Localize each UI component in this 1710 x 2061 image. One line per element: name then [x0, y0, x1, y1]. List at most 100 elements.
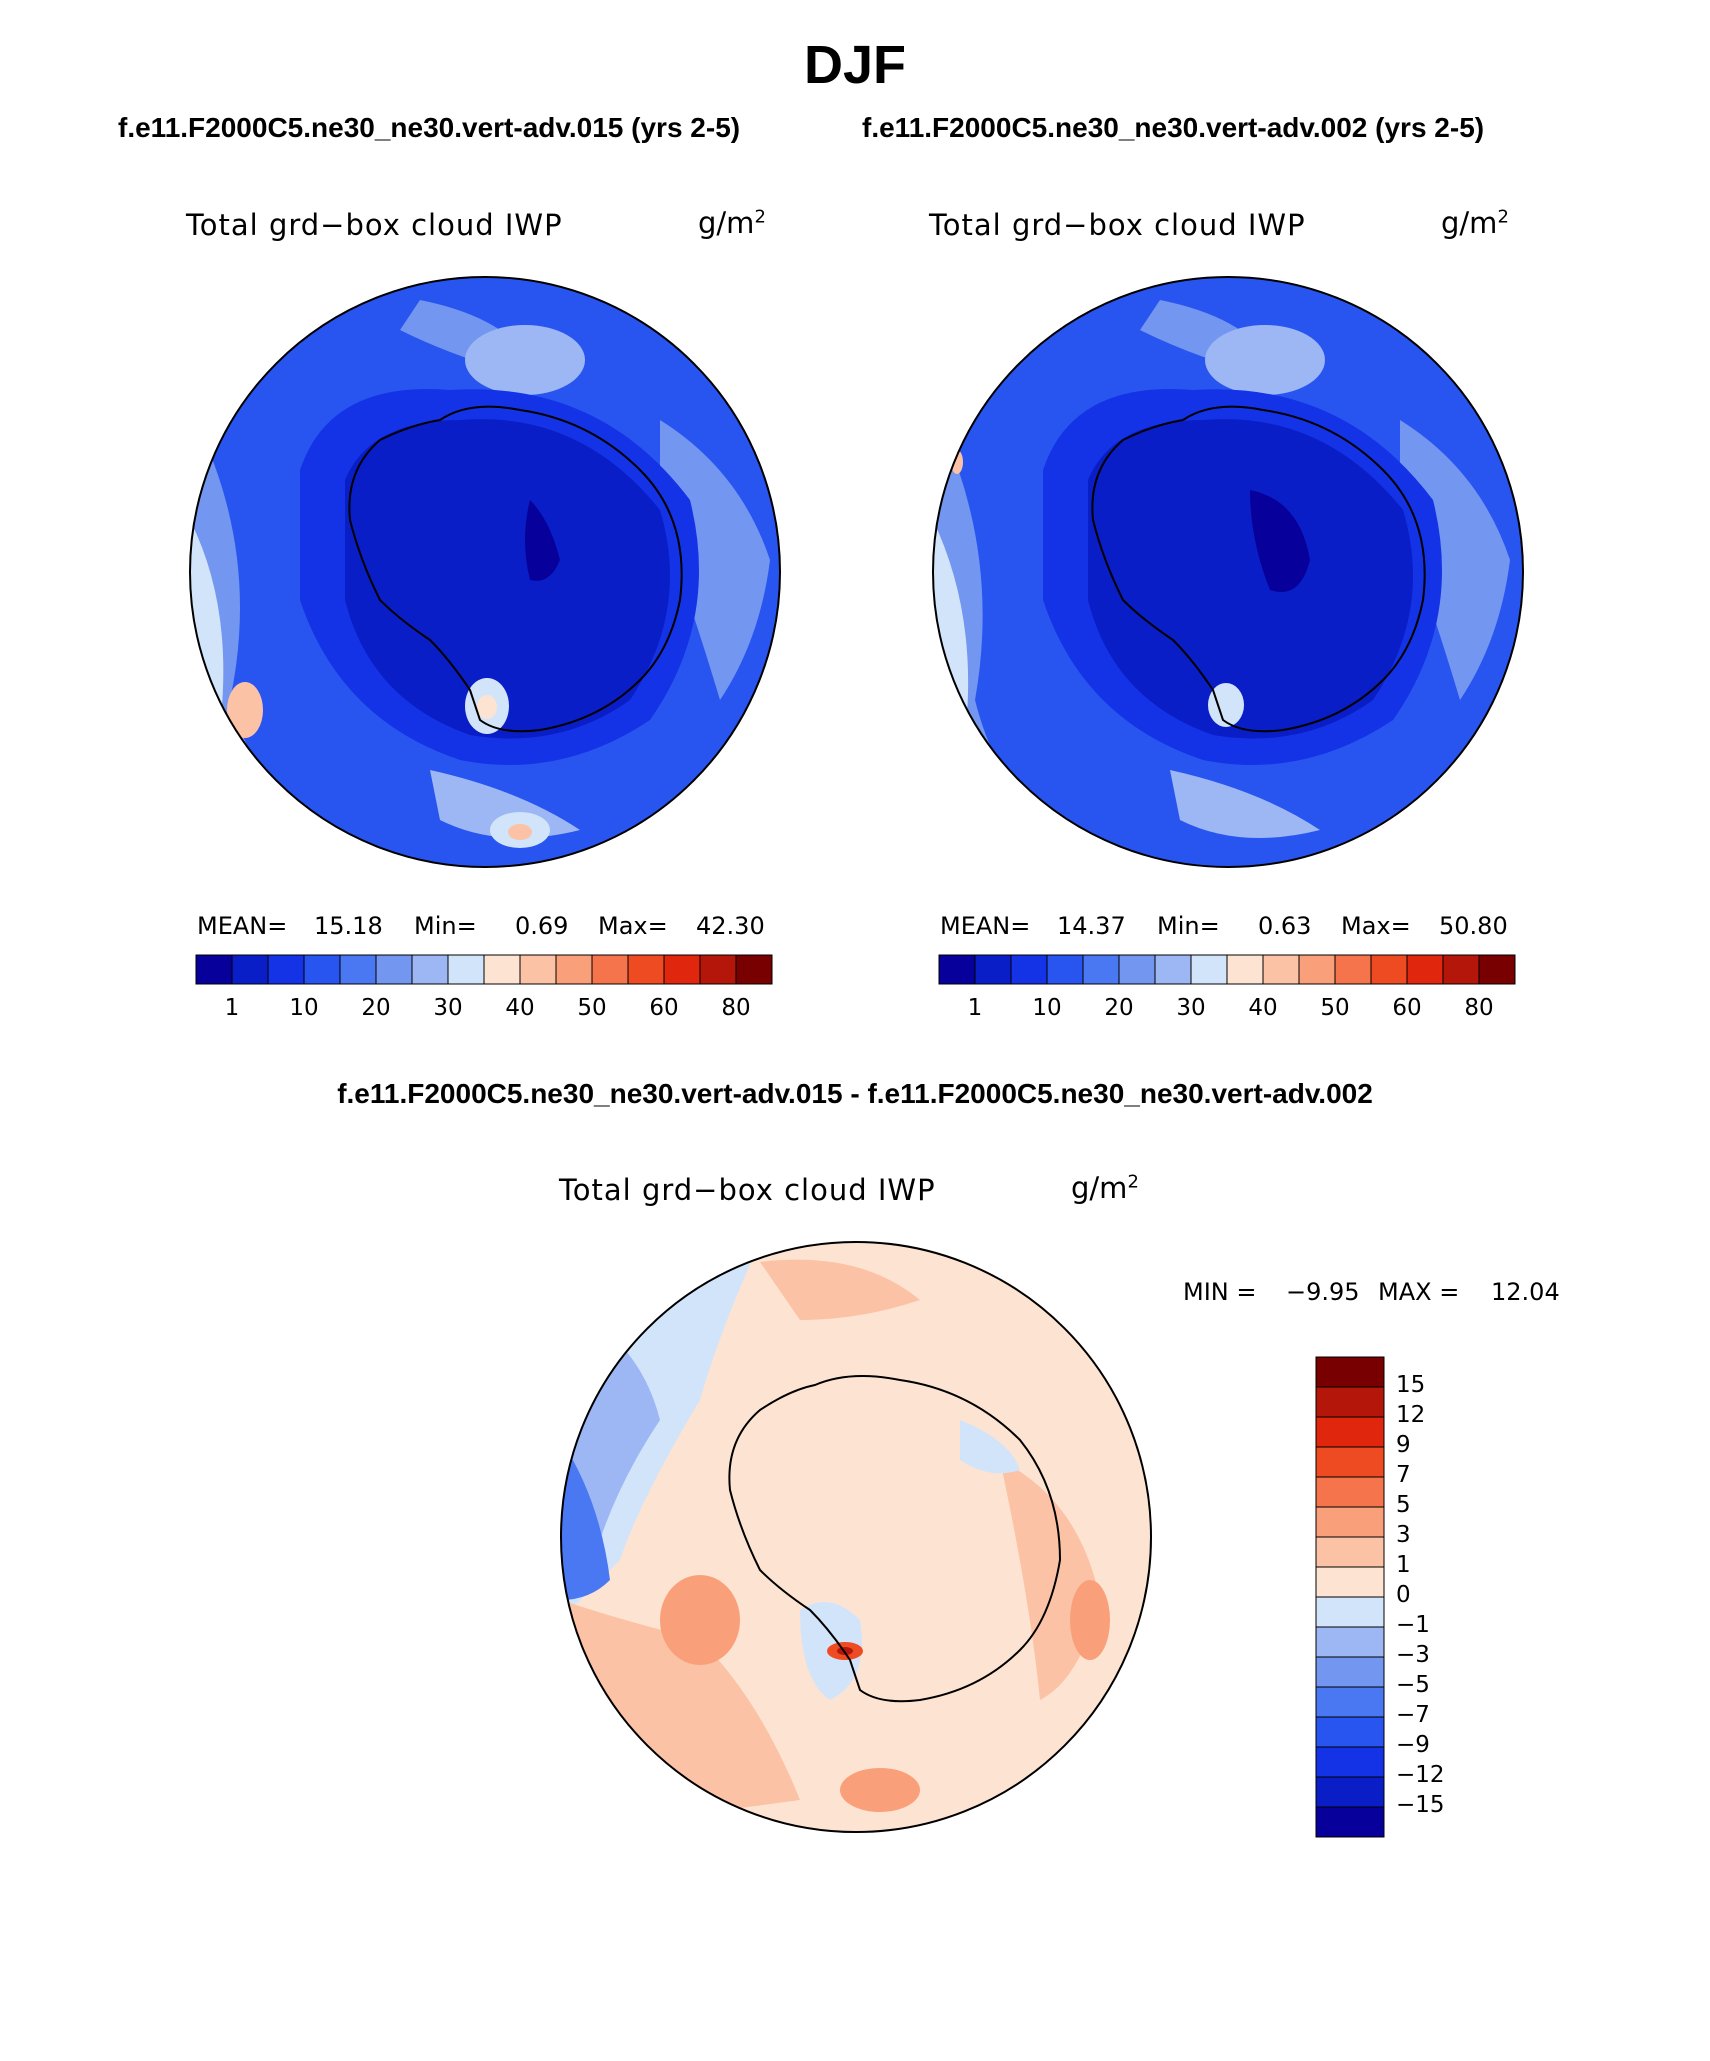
right-max-value: 50.80 [1439, 912, 1508, 940]
left-tick: 40 [505, 995, 535, 1021]
diff-warm-spot-1 [660, 1575, 740, 1665]
right-tick: 10 [1032, 995, 1062, 1021]
colorbar-swatch [1315, 1536, 1385, 1568]
colorbar-swatch [1118, 954, 1156, 985]
colorbar-swatch [339, 954, 377, 985]
left-variable-label: Total grd−box cloud IWP [186, 208, 563, 242]
colorbar-swatch [1315, 1566, 1385, 1598]
colorbar-swatch [1315, 1626, 1385, 1658]
right-colorbar [938, 954, 1516, 985]
right-tick: 50 [1320, 995, 1350, 1021]
right-tick: 20 [1104, 995, 1134, 1021]
colorbar-swatch [699, 954, 737, 985]
left-tick: 20 [361, 995, 391, 1021]
colorbar-swatch [1046, 954, 1084, 985]
diff-cool-region-3 [561, 1440, 610, 1600]
right-outer-band-4 [1205, 325, 1325, 395]
colorbar-swatch [555, 954, 593, 985]
left-units: g/m2 [698, 206, 766, 240]
right-outer-band-6 [1170, 770, 1320, 838]
right-outer-band-5 [1400, 420, 1510, 700]
left-outer-band-5 [660, 420, 770, 700]
colorbar-swatch [1315, 1446, 1385, 1478]
colorbar-swatch [1315, 1596, 1385, 1628]
left-min-label: Min= [414, 912, 477, 940]
right-tick: 40 [1248, 995, 1278, 1021]
left-tick: 80 [721, 995, 751, 1021]
left-mean-label: MEAN= [197, 912, 288, 940]
colorbar-swatch [231, 954, 269, 985]
right-mean-label: MEAN= [940, 912, 1031, 940]
diff-tick: 15 [1396, 1372, 1426, 1398]
colorbar-swatch [1442, 954, 1480, 985]
left-warm-spot-1 [227, 682, 263, 738]
diff-tick: −15 [1396, 1792, 1445, 1818]
colorbar-swatch [1298, 954, 1336, 985]
diff-tick: −9 [1396, 1732, 1430, 1758]
diff-min-label: MIN = [1183, 1278, 1257, 1306]
diff-tick: 3 [1396, 1522, 1411, 1548]
left-plateau-minimum [525, 500, 560, 581]
colorbar-swatch [1478, 954, 1516, 985]
diff-variable-label: Total grd−box cloud IWP [559, 1173, 936, 1207]
left-tick: 50 [577, 995, 607, 1021]
colorbar-swatch [519, 954, 557, 985]
right-tick: 30 [1176, 995, 1206, 1021]
right-mean-value: 14.37 [1057, 912, 1126, 940]
right-min-label: Min= [1157, 912, 1220, 940]
right-tick: 1 [967, 995, 983, 1021]
diff-warm-spot-3 [1070, 1580, 1110, 1660]
colorbar-swatch [1315, 1386, 1385, 1418]
colorbar-swatch [375, 954, 413, 985]
colorbar-swatch [411, 954, 449, 985]
right-case-title: f.e11.F2000C5.ne30_ne30.vert-adv.002 (yr… [862, 112, 1485, 143]
colorbar-swatch [1315, 1506, 1385, 1538]
diff-colorbar [1315, 1356, 1385, 1838]
right-ross-sea-spot [1208, 683, 1244, 727]
diff-tick: −3 [1396, 1642, 1430, 1668]
diff-warm-region-3 [760, 1259, 920, 1320]
colorbar-swatch [483, 954, 521, 985]
colorbar-swatch [1315, 1416, 1385, 1448]
diff-max-value: 12.04 [1491, 1278, 1560, 1306]
left-mean-value: 15.18 [314, 912, 383, 940]
colorbar-swatch [1082, 954, 1120, 985]
colorbar-swatch [1315, 1356, 1385, 1388]
diff-tick: 0 [1396, 1582, 1411, 1608]
colorbar-swatch [267, 954, 305, 985]
right-max-label: Max= [1341, 912, 1411, 940]
right-variable-label: Total grd−box cloud IWP [929, 208, 1306, 242]
right-antarctica-coastline [1091, 405, 1426, 733]
season-title: DJF [803, 35, 906, 95]
diff-tick: 9 [1396, 1432, 1411, 1458]
colorbar-swatch [938, 954, 976, 985]
diff-map-border [560, 1241, 1152, 1833]
diff-tick: −12 [1396, 1762, 1445, 1788]
diff-antarctica-coastline [728, 1375, 1062, 1703]
diff-min-value: −9.95 [1286, 1278, 1360, 1306]
colorbar-swatch [1154, 954, 1192, 985]
left-antarctica-coastline [348, 405, 683, 733]
colorbar-swatch [974, 954, 1012, 985]
left-tick: 60 [649, 995, 679, 1021]
left-tick: 10 [289, 995, 319, 1021]
diff-tick: 7 [1396, 1462, 1411, 1488]
colorbar-swatch [303, 954, 341, 985]
colorbar-swatch [1315, 1686, 1385, 1718]
left-tick: 30 [433, 995, 463, 1021]
diff-cool-region-5 [960, 1420, 1020, 1474]
left-min-value: 0.69 [515, 912, 569, 940]
colorbar-swatch [1262, 954, 1300, 985]
left-tick: 1 [224, 995, 240, 1021]
colorbar-swatch [1010, 954, 1048, 985]
colorbar-swatch [1226, 954, 1264, 985]
diff-tick: −5 [1396, 1672, 1430, 1698]
diff-tick: 5 [1396, 1492, 1411, 1518]
left-outer-band-4 [465, 325, 585, 395]
colorbar-swatch [447, 954, 485, 985]
left-map-border [189, 276, 781, 868]
diff-tick: −1 [1396, 1612, 1430, 1638]
